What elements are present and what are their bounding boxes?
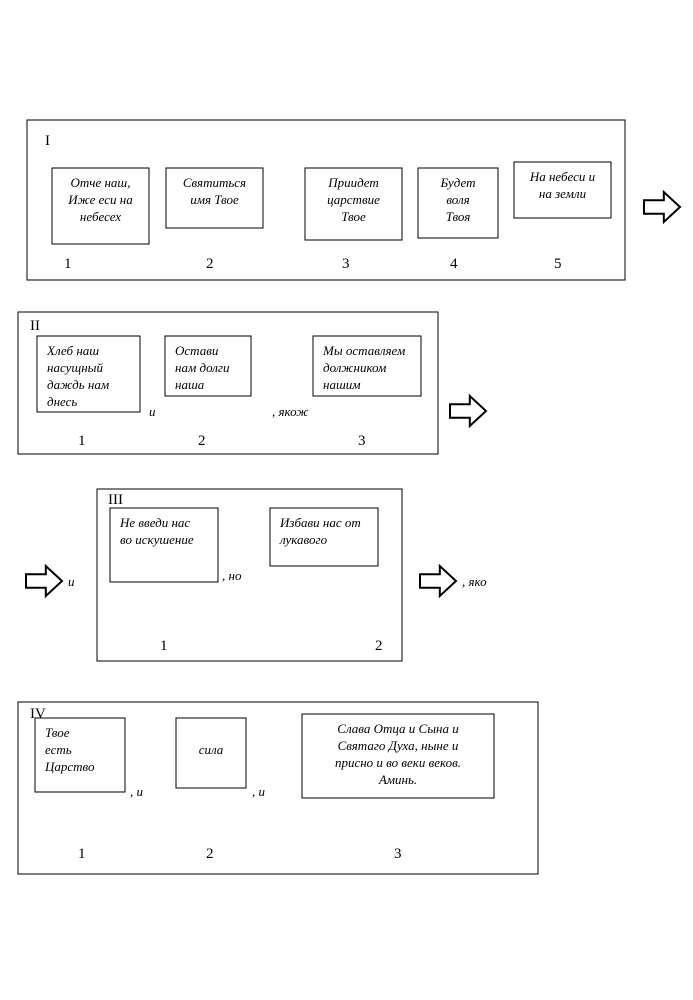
svg-text:наша: наша: [175, 377, 205, 392]
connector-text: , но: [222, 568, 242, 583]
group-roman: I: [45, 133, 50, 149]
cell-number: 1: [64, 256, 72, 272]
group-roman: II: [30, 318, 40, 334]
svg-text:Твое: Твое: [45, 725, 70, 740]
svg-text:Мы оставляем: Мы оставляем: [322, 343, 405, 358]
cell-number: 4: [450, 256, 458, 272]
svg-text:Хлеб наш: Хлеб наш: [46, 343, 99, 358]
group-roman: III: [108, 492, 123, 508]
connector-text: , и: [252, 784, 266, 799]
svg-text:Иже еси на: Иже еси на: [67, 192, 133, 207]
svg-text:Не введи нас: Не введи нас: [119, 515, 190, 530]
connector-text: , якож: [272, 404, 308, 419]
cell-number: 1: [78, 846, 86, 862]
svg-text:Будет: Будет: [440, 175, 476, 190]
svg-text:Отче наш,: Отче наш,: [70, 175, 130, 190]
cell-number: 2: [206, 846, 214, 862]
cell-number: 1: [78, 433, 86, 449]
cell-number: 3: [394, 846, 402, 862]
cell-number: 3: [358, 433, 366, 449]
svg-text:воля: воля: [446, 192, 469, 207]
svg-text:Приидет: Приидет: [327, 175, 379, 190]
svg-text:во искушение: во искушение: [120, 532, 194, 547]
svg-text:Святиться: Святиться: [183, 175, 246, 190]
cell-number: 2: [198, 433, 206, 449]
svg-text:Твоя: Твоя: [446, 209, 471, 224]
svg-text:Аминь.: Аминь.: [378, 772, 417, 787]
svg-text:даждь нам: даждь нам: [47, 377, 109, 392]
cell-number: 5: [554, 256, 562, 272]
svg-text:сила: сила: [199, 742, 224, 757]
svg-text:На небеси и: На небеси и: [529, 169, 596, 184]
cell-number: 1: [160, 638, 168, 654]
svg-text:Остави: Остави: [175, 343, 219, 358]
svg-text:Избави нас от: Избави нас от: [279, 515, 361, 530]
connector-text: , яко: [462, 574, 487, 589]
svg-text:Святаго Духа, ныне и: Святаго Духа, ныне и: [338, 738, 459, 753]
cell-number: 2: [206, 256, 214, 272]
svg-text:лукавого: лукавого: [279, 532, 328, 547]
cell-number: 3: [342, 256, 350, 272]
svg-text:на земли: на земли: [539, 186, 587, 201]
svg-text:должником: должником: [323, 360, 386, 375]
svg-text:днесь: днесь: [47, 394, 77, 409]
svg-text:имя Твое: имя Твое: [190, 192, 239, 207]
diagram-canvas: I Отче наш, Иже еси на небесех 1 Святиться имя…: [0, 0, 693, 1000]
svg-text:нам долги: нам долги: [175, 360, 230, 375]
svg-text:нашим: нашим: [323, 377, 361, 392]
connector-text: , и: [130, 784, 144, 799]
svg-text:Слава Отца и Сына и: Слава Отца и Сына и: [337, 721, 459, 736]
svg-text:насущный: насущный: [47, 360, 103, 375]
svg-text:царствие: царствие: [327, 192, 380, 207]
connector-text: и: [68, 574, 75, 589]
svg-text:есть: есть: [45, 742, 72, 757]
svg-text:присно и во веки веков.: присно и во веки веков.: [335, 755, 461, 770]
svg-text:Твое: Твое: [341, 209, 366, 224]
cell-number: 2: [375, 638, 383, 654]
group-roman: IV: [30, 706, 46, 722]
connector-text: и: [149, 404, 156, 419]
svg-text:небесех: небесех: [80, 209, 121, 224]
svg-text:Царство: Царство: [44, 759, 95, 774]
